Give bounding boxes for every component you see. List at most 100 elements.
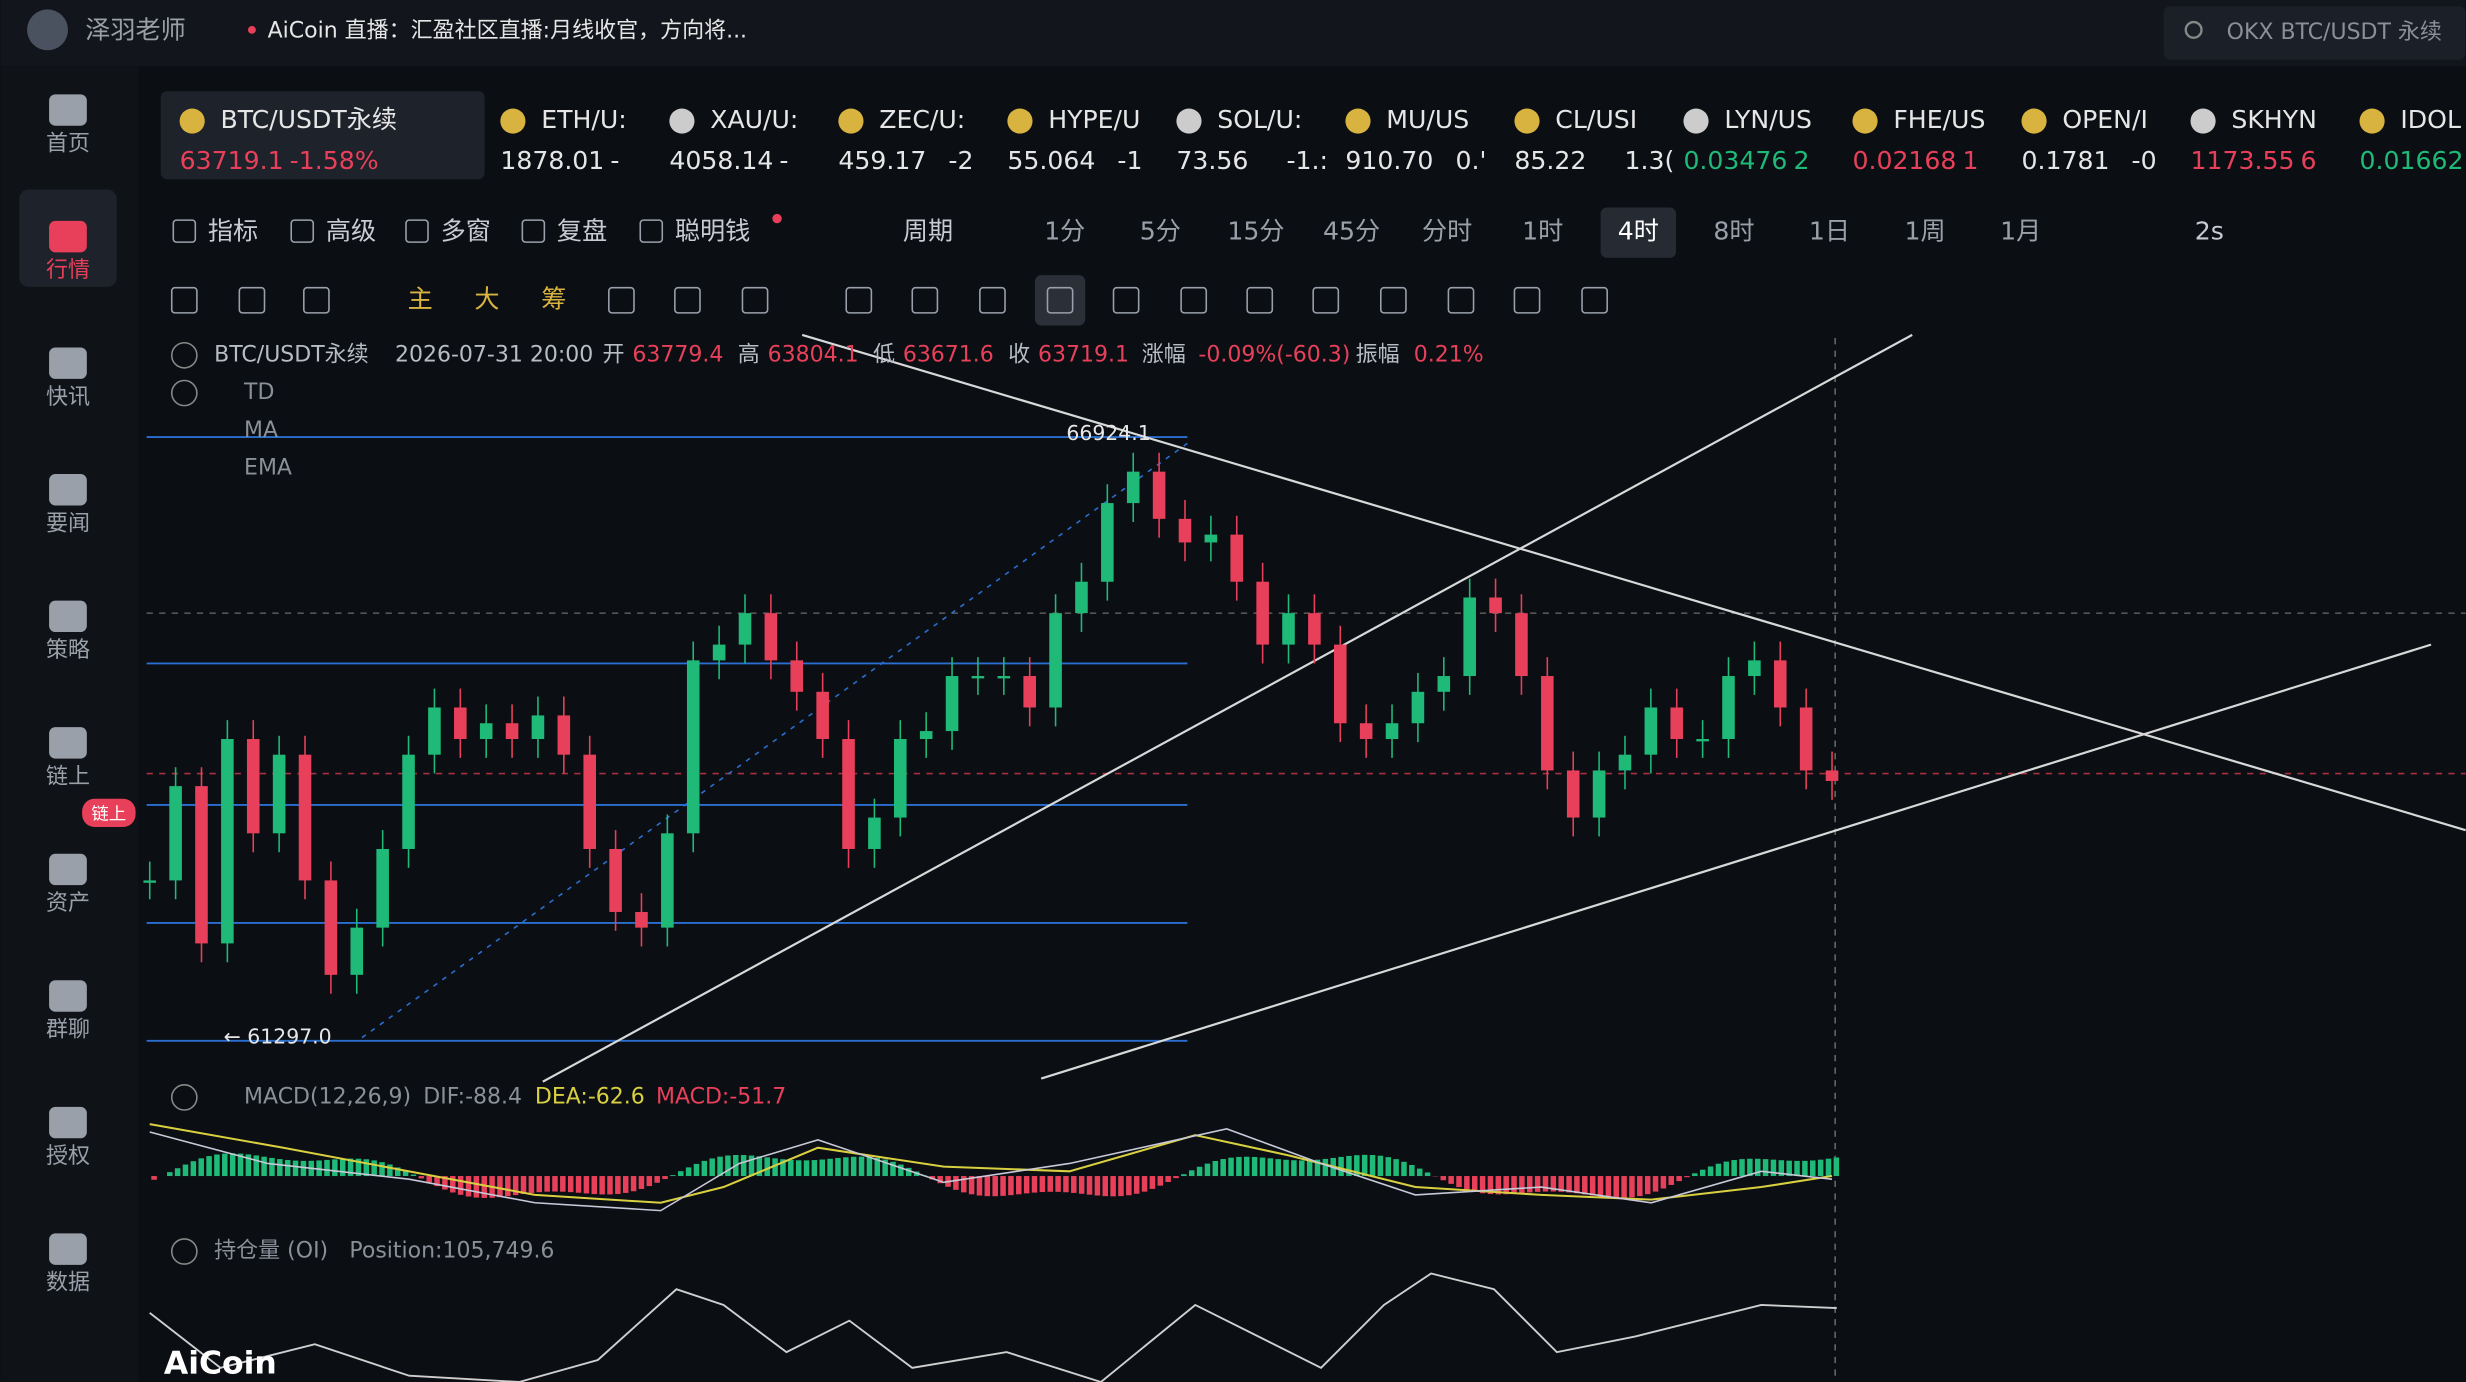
macd-bar: [992, 1176, 998, 1197]
candle: [1722, 676, 1735, 740]
refresh[interactable]: 2s: [2195, 217, 2224, 246]
macd-bar: [1527, 1176, 1533, 1193]
tool-icon[interactable]: [1581, 286, 1608, 314]
sidebar-icon[interactable]: [49, 727, 87, 759]
period[interactable]: 8时: [1713, 217, 1754, 246]
sidebar-icon[interactable]: [49, 220, 87, 253]
sidebar-label[interactable]: 群聊: [46, 1018, 90, 1043]
tool-icon[interactable]: [1447, 286, 1475, 314]
macd-bar: [1094, 1176, 1101, 1196]
period[interactable]: 1周: [1905, 217, 1946, 246]
sidebar-label[interactable]: 策略: [46, 638, 90, 663]
ticker-name[interactable]: OPEN/I: [2062, 105, 2148, 134]
tool-icon[interactable]: [845, 286, 873, 314]
search-box[interactable]: [2163, 6, 2466, 60]
sidebar-icon[interactable]: [49, 980, 87, 1012]
period[interactable]: 15分: [1227, 217, 1284, 246]
ticker-name[interactable]: XAU/U:: [710, 105, 798, 134]
period[interactable]: 45分: [1323, 217, 1380, 246]
indicator[interactable]: EMA: [244, 456, 292, 481]
sidebar-label[interactable]: 资产: [46, 891, 90, 916]
period[interactable]: 1分: [1044, 217, 1085, 246]
sidebar-label[interactable]: 首页: [46, 132, 90, 157]
tool-icon[interactable]: [911, 286, 939, 314]
period[interactable]: 1时: [1522, 217, 1563, 246]
ticker-name[interactable]: IDOL: [2400, 105, 2461, 134]
candle: [1411, 691, 1425, 724]
sidebar-icon[interactable]: [49, 347, 87, 379]
tool-label[interactable]: 指标: [208, 217, 258, 246]
sidebar-icon[interactable]: [49, 1106, 87, 1139]
legend-open: 63779.4: [632, 342, 723, 367]
sidebar-label[interactable]: 数据: [46, 1271, 90, 1296]
ticker-price: 459.17: [838, 146, 926, 175]
sidebar-icon[interactable]: [49, 1233, 87, 1265]
sidebar-icon[interactable]: [49, 853, 87, 886]
user-name[interactable]: 泽羽老师: [85, 15, 186, 44]
period-label[interactable]: 周期: [903, 217, 953, 246]
tool-icon[interactable]: [1312, 286, 1340, 314]
ticker-name[interactable]: SOL/U:: [1217, 105, 1302, 134]
sidebar-icon[interactable]: [49, 600, 87, 633]
period[interactable]: 4时: [1618, 217, 1659, 246]
candle: [1489, 597, 1502, 614]
draw-tool[interactable]: 大: [474, 284, 499, 313]
tool-icon[interactable]: [979, 286, 1006, 314]
ticker-name[interactable]: FHE/US: [1893, 105, 1985, 134]
candle: [402, 754, 415, 849]
ticker-name[interactable]: ZEC/U:: [879, 105, 965, 134]
macd-bar: [968, 1176, 975, 1195]
draw-tool[interactable]: 筹: [541, 284, 566, 313]
avatar[interactable]: [27, 9, 68, 51]
tool-icon[interactable]: [303, 286, 330, 314]
tool-label[interactable]: 高级: [326, 217, 376, 246]
ticker-change: -1.:: [1286, 146, 1328, 175]
sidebar-icon[interactable]: [49, 94, 87, 126]
tool-icon[interactable]: [1046, 286, 1074, 314]
indicator[interactable]: TD: [243, 380, 274, 405]
tool-icon[interactable]: [741, 286, 769, 314]
period[interactable]: 分时: [1422, 217, 1472, 246]
tool-icon[interactable]: [170, 286, 198, 314]
macd-bar: [1660, 1176, 1667, 1189]
live-text[interactable]: AiCoin 直播：汇盈社区直播:月线收官，方向将...: [268, 18, 747, 43]
period[interactable]: 5分: [1140, 217, 1181, 246]
ticker-name[interactable]: LYN/US: [1724, 105, 1812, 134]
tool-label[interactable]: 多窗: [441, 217, 491, 246]
tool-icon[interactable]: [674, 286, 701, 314]
period[interactable]: 1月: [2000, 217, 2041, 246]
ticker-name[interactable]: BTC/USDT永续: [220, 105, 397, 134]
macd-bar: [874, 1157, 881, 1177]
macd-bar: [1558, 1176, 1564, 1192]
macd-bar: [347, 1158, 354, 1177]
macd-bar: [363, 1159, 370, 1177]
ticker-name[interactable]: MU/US: [1386, 105, 1469, 134]
sidebar-label[interactable]: 行情: [46, 258, 90, 283]
ticker-name[interactable]: CL/USI: [1555, 105, 1637, 134]
tool-icon[interactable]: [1513, 286, 1541, 314]
sidebar-label[interactable]: 授权: [46, 1144, 90, 1169]
tool-icon[interactable]: [1246, 286, 1274, 314]
sidebar-icon[interactable]: [49, 474, 87, 506]
sidebar-label[interactable]: 要闻: [46, 511, 90, 536]
tool-icon[interactable]: [1380, 286, 1407, 314]
ticker-name[interactable]: SKHYN: [2231, 105, 2317, 134]
sidebar-label[interactable]: 链上: [46, 764, 90, 789]
period[interactable]: 1日: [1809, 217, 1850, 246]
tool-icon[interactable]: [1180, 286, 1208, 314]
macd-bar: [937, 1176, 943, 1184]
draw-tool[interactable]: 主: [408, 284, 433, 313]
macd-bar: [520, 1176, 527, 1194]
tool-icon[interactable]: [608, 286, 635, 314]
tool-icon[interactable]: [238, 286, 266, 314]
indicator[interactable]: MA: [244, 418, 278, 443]
sidebar-label[interactable]: 快讯: [46, 385, 90, 410]
ticker-active[interactable]: [160, 91, 485, 180]
ticker-name[interactable]: ETH/U:: [541, 105, 627, 134]
ticker-price: 73.56: [1176, 146, 1248, 175]
ticker-name[interactable]: HYPE/U: [1048, 105, 1140, 134]
tool-icon[interactable]: [1112, 286, 1140, 314]
tool-label[interactable]: 聪明钱: [675, 217, 750, 246]
ticker-icon: [1514, 108, 1540, 134]
tool-label[interactable]: 复盘: [557, 217, 607, 246]
